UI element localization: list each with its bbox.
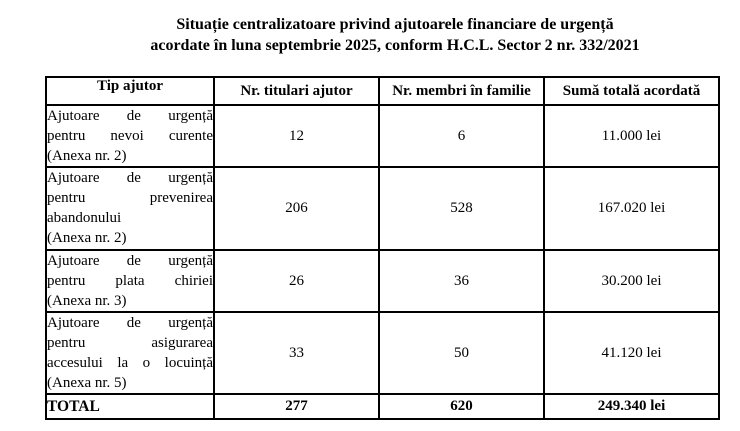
suma-value: 41.120 lei xyxy=(543,311,720,395)
titulari-value: 12 xyxy=(213,104,380,168)
title-line-1: Situație centralizatoare privind ajutoar… xyxy=(176,16,614,33)
table-row-total: TOTAL 277 620 249.340 lei xyxy=(45,393,720,420)
page-title: Situație centralizatoare privind ajutoar… xyxy=(50,14,740,56)
aid-type-line: Ajutoare de urgență xyxy=(47,170,213,186)
aid-type-cell: Ajutoare de urgență pentru asigurarea ac… xyxy=(45,311,215,395)
aid-type-line: (Anexa nr. 3) xyxy=(47,293,127,309)
table-row-nevoi-curente: Ajutoare de urgență pentru nevoi curente… xyxy=(45,104,720,168)
membri-value: 50 xyxy=(378,311,545,395)
aid-type-line: (Anexa nr. 2) xyxy=(47,230,127,246)
membri-value: 36 xyxy=(378,249,545,313)
titulari-value: 26 xyxy=(213,249,380,313)
aid-type-line: pentru asigurarea xyxy=(47,335,213,351)
aid-type-line: Ajutoare de urgență xyxy=(47,108,213,124)
col-header-nr-titulari: Nr. titulari ajutor xyxy=(213,76,380,106)
col-header-nr-membri: Nr. membri în familie xyxy=(378,76,545,106)
titulari-value: 33 xyxy=(213,311,380,395)
table-row-prevenirea-abandonului: Ajutoare de urgență pentru prevenirea ab… xyxy=(45,166,720,251)
total-titulari-value: 277 xyxy=(213,393,380,420)
suma-value: 30.200 lei xyxy=(543,249,720,313)
total-label: TOTAL xyxy=(45,393,215,420)
total-membri-value: 620 xyxy=(378,393,545,420)
aid-type-line: pentru nevoi curente xyxy=(47,128,213,144)
titulari-value: 206 xyxy=(213,166,380,251)
suma-value: 167.020 lei xyxy=(543,166,720,251)
table-row-plata-chiriei: Ajutoare de urgență pentru plata chiriei… xyxy=(45,249,720,313)
aid-type-cell: Ajutoare de urgență pentru nevoi curente… xyxy=(45,104,215,168)
aid-type-line: accesului la o locuință xyxy=(47,355,213,371)
aid-summary-table: Tip ajutor Nr. titulari ajutor Nr. membr… xyxy=(45,76,720,420)
aid-type-line: (Anexa nr. 2) xyxy=(47,148,127,164)
aid-type-line: abandonului xyxy=(47,210,122,226)
aid-type-line: Ajutoare de urgență xyxy=(47,315,213,331)
total-suma-value: 249.340 lei xyxy=(543,393,720,420)
aid-type-line: Ajutoare de urgență xyxy=(47,253,213,269)
membri-value: 6 xyxy=(378,104,545,168)
aid-type-cell: Ajutoare de urgență pentru prevenirea ab… xyxy=(45,166,215,251)
table-header-row: Tip ajutor Nr. titulari ajutor Nr. membr… xyxy=(45,76,720,106)
title-line-2: acordate în luna septembrie 2025, confor… xyxy=(150,37,640,54)
aid-type-cell: Ajutoare de urgență pentru plata chiriei… xyxy=(45,249,215,313)
aid-type-line: pentru plata chiriei xyxy=(47,273,213,289)
table-row-acces-locuinta: Ajutoare de urgență pentru asigurarea ac… xyxy=(45,311,720,395)
aid-type-line: pentru prevenirea xyxy=(47,190,213,206)
membri-value: 528 xyxy=(378,166,545,251)
aid-type-line: (Anexa nr. 5) xyxy=(47,375,127,391)
col-header-tip-ajutor: Tip ajutor xyxy=(45,76,215,106)
suma-value: 11.000 lei xyxy=(543,104,720,168)
col-header-suma-totala: Sumă totală acordată xyxy=(543,76,720,106)
